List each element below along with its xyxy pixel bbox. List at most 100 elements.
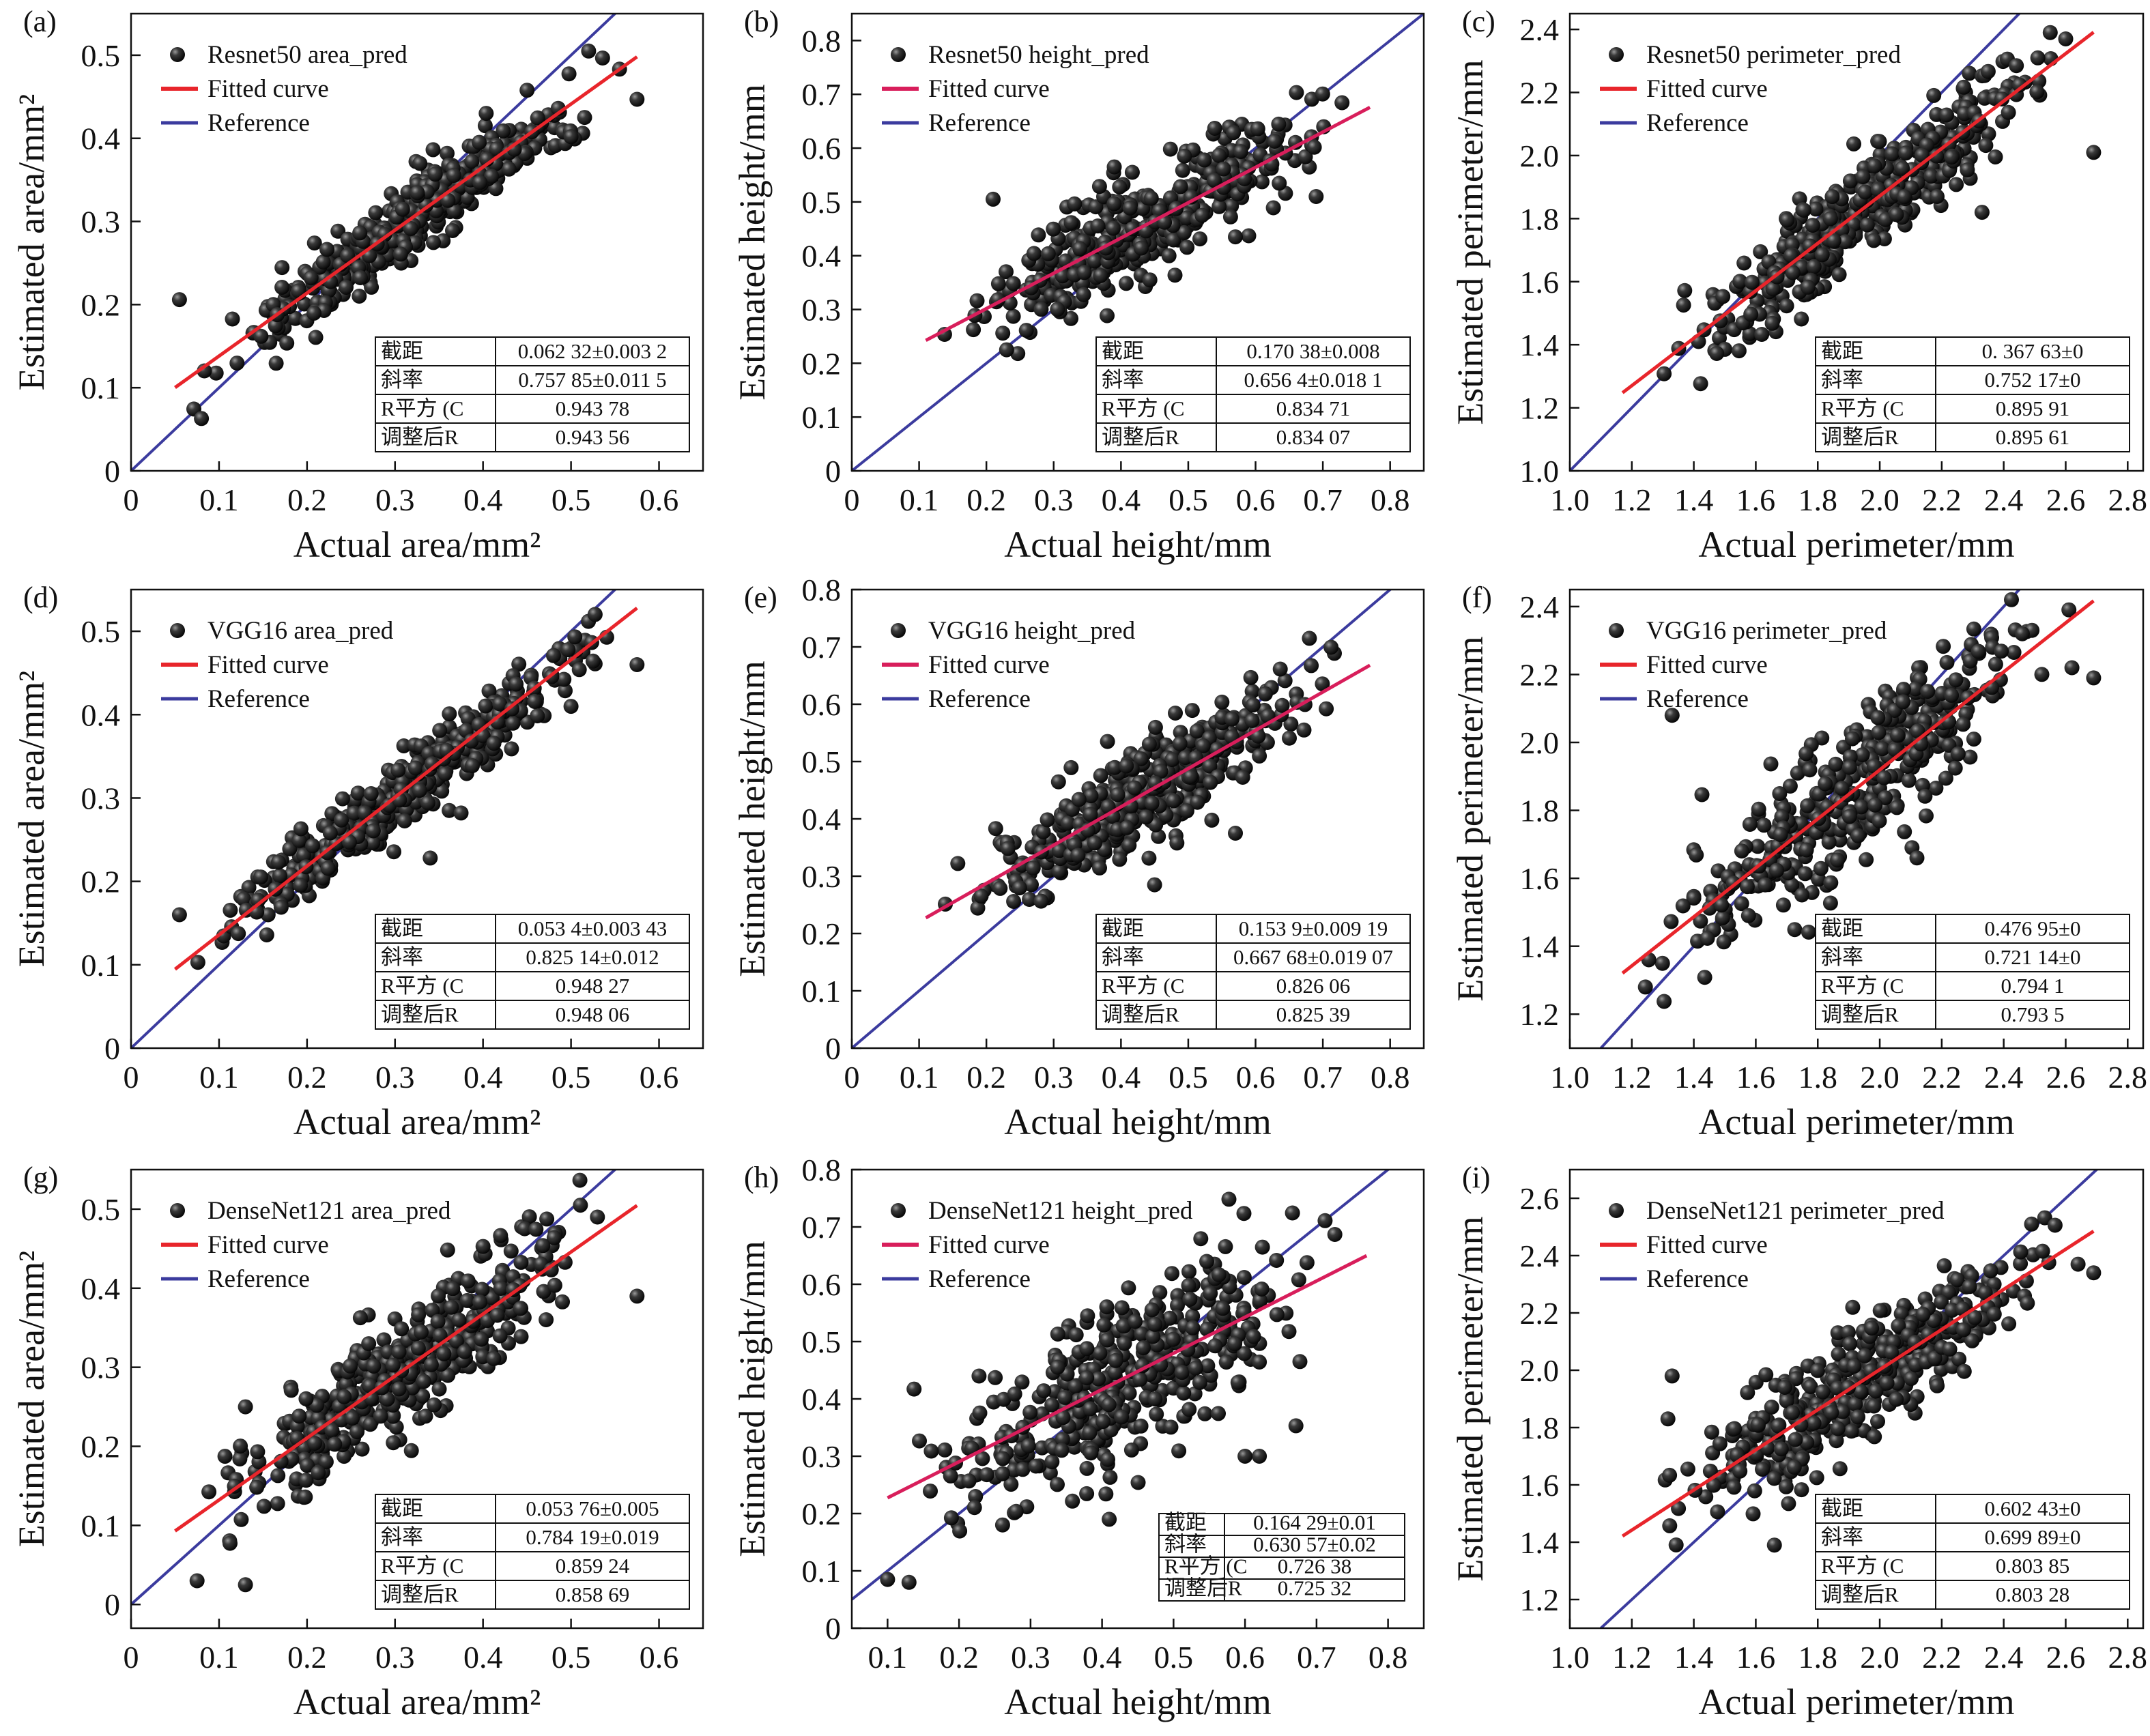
data-point (539, 1211, 555, 1227)
data-point (1854, 799, 1869, 815)
data-point (2035, 1243, 2050, 1259)
legend-marker-points (170, 1203, 185, 1218)
data-point (972, 1405, 988, 1421)
data-point (1304, 658, 1319, 674)
data-point (1745, 1506, 1761, 1522)
data-point (1173, 725, 1188, 740)
plot-frame (1568, 588, 2145, 1050)
data-point (1930, 1378, 1945, 1393)
data-point (298, 1473, 314, 1488)
legend: DenseNet121 height_pred Fitted curve Refer… (882, 1197, 1193, 1293)
data-point (1794, 311, 1809, 327)
data-point (1779, 1393, 1794, 1408)
data-point (513, 1301, 528, 1316)
data-point (1107, 1365, 1123, 1380)
stats-value: 0.895 91 (1996, 396, 2070, 420)
y-tick-label: 1.2 (1520, 1582, 1560, 1617)
stats-key: R平方 (C (1821, 396, 1904, 420)
stats-key: 截距 (1821, 916, 1863, 940)
data-point (1637, 979, 1653, 995)
x-tick-label: 0 (124, 1060, 139, 1095)
y-tick-label: 0.3 (81, 781, 121, 815)
data-point (1846, 1359, 1862, 1374)
data-point (303, 270, 319, 286)
data-point (1147, 719, 1163, 735)
data-point (223, 902, 238, 918)
data-point (1680, 1461, 1695, 1477)
data-point (1822, 211, 1838, 227)
stats-value: 0.476 95±0 (1984, 916, 2080, 940)
y-tick-label: 0.5 (802, 185, 842, 220)
x-tick-label: 0.2 (287, 1640, 327, 1675)
data-point (431, 1288, 446, 1304)
stats-key: 调整后R (381, 1002, 459, 1026)
data-point (969, 293, 985, 308)
data-point (1824, 189, 1840, 205)
data-point (350, 785, 366, 801)
stats-key: R平方 (C (1102, 974, 1184, 998)
data-point (979, 1467, 994, 1483)
data-point (1897, 824, 1912, 839)
y-tick-label: 0.7 (802, 1210, 842, 1245)
data-point (1302, 631, 1317, 646)
x-tick-label: 0.1 (199, 1640, 239, 1675)
y-tick-label: 1.8 (1520, 794, 1560, 828)
data-point (556, 671, 572, 687)
data-point (629, 91, 645, 107)
panel-tag: (d) (23, 581, 58, 614)
data-point (1994, 91, 2010, 107)
x-tick-label: 0.4 (463, 1060, 503, 1095)
legend-label-reference: Reference (1646, 685, 1749, 713)
data-point (995, 326, 1011, 341)
data-point (1255, 1239, 1270, 1255)
data-point (1162, 1310, 1177, 1326)
data-point (171, 292, 187, 308)
data-point (1040, 246, 1056, 261)
x-tick-label: 0.8 (1368, 1640, 1408, 1675)
x-tick-label: 0.5 (551, 1640, 591, 1675)
data-point (1766, 1471, 1782, 1486)
data-point (1181, 1277, 1196, 1293)
data-point (1896, 189, 1912, 205)
data-point (1956, 1363, 1972, 1379)
data-point (1121, 1280, 1136, 1296)
data-point (547, 1277, 562, 1293)
y-axis-label: Estimated height/mm (732, 84, 773, 400)
data-point (315, 254, 331, 270)
data-point (1211, 1267, 1227, 1282)
legend: Resnet50 height_pred Fitted curve Referenc… (882, 41, 1149, 137)
legend-label-points: Resnet50 perimeter_pred (1646, 41, 1901, 69)
y-tick-label: 0.4 (81, 697, 121, 732)
data-point (327, 1436, 343, 1452)
y-tick-label: 2.4 (1520, 590, 1560, 624)
fitted-line (1621, 599, 2095, 975)
data-point (453, 805, 469, 821)
data-point (279, 335, 295, 351)
y-axis-label: Estimated area/mm² (11, 94, 52, 391)
stats-value: 0.834 07 (1276, 425, 1351, 449)
data-point (457, 1344, 472, 1359)
y-tick-label: 1.8 (1520, 1410, 1560, 1445)
panel-tag: (a) (23, 5, 57, 38)
stats-key: 斜率 (1164, 1533, 1207, 1557)
data-point (1040, 812, 1055, 828)
data-point (472, 1294, 488, 1310)
data-point (1323, 639, 1339, 655)
data-point (968, 1489, 984, 1504)
data-point (1866, 1398, 1882, 1414)
y-tick-label: 0.7 (802, 77, 842, 112)
data-point (300, 1458, 315, 1473)
stats-key: 截距 (1821, 1496, 1863, 1520)
data-point (2029, 84, 2045, 100)
data-point (1785, 1405, 1801, 1421)
y-tick-label: 0.2 (802, 346, 842, 381)
plot-area (852, 14, 1424, 471)
y-tick-label: 1.0 (1520, 454, 1560, 489)
data-point (422, 850, 438, 866)
data-point (273, 899, 289, 915)
data-point (238, 1399, 253, 1415)
data-point (563, 699, 579, 714)
data-point (1676, 298, 1691, 313)
data-point (1319, 701, 1334, 717)
data-point (493, 1228, 508, 1243)
